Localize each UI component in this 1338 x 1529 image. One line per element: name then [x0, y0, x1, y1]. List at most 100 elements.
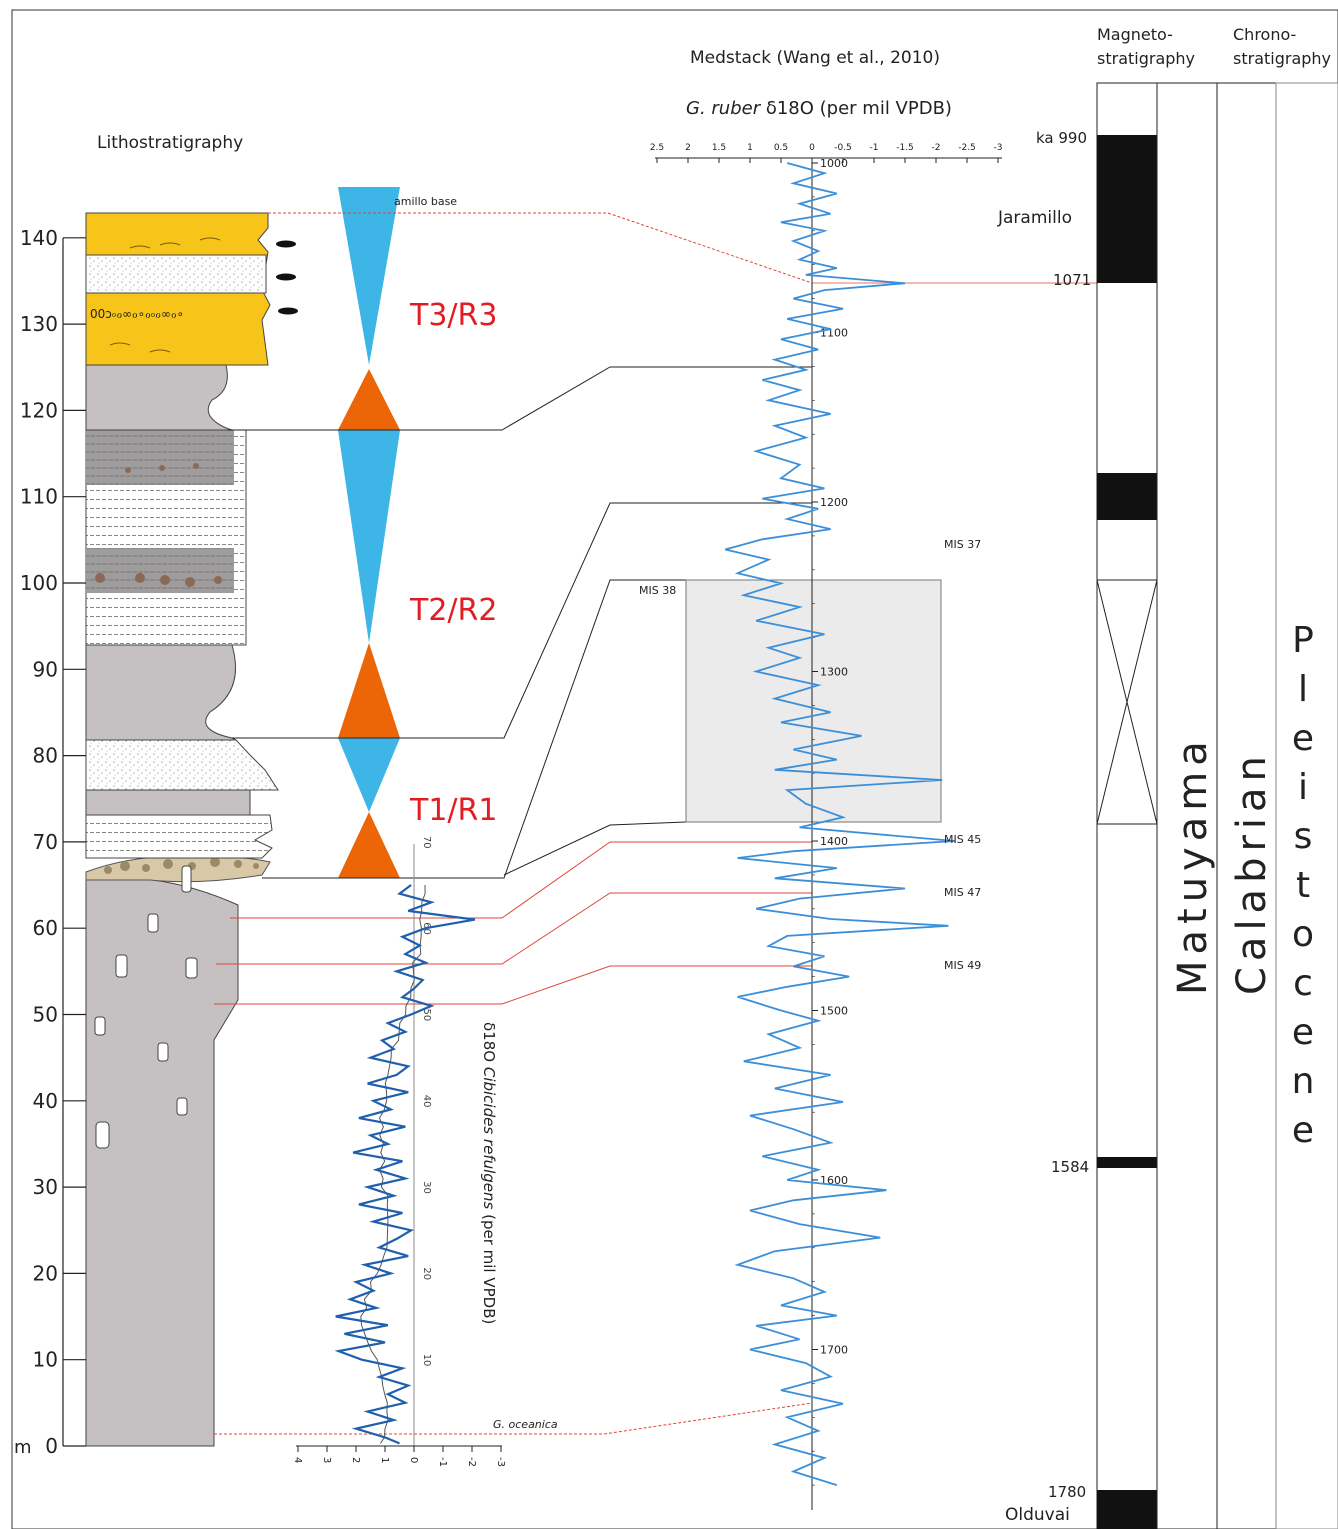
ruber-x-tick-label: -2.5	[958, 143, 976, 153]
depth-tick-label: 90	[33, 657, 58, 681]
depth-tick-label: 140	[20, 226, 58, 250]
gruber-title-rest: δ18O (per mil VPDB)	[760, 98, 952, 119]
regression-triangle-r1	[338, 812, 400, 878]
cross-bedding	[109, 237, 221, 353]
cib-value-tick-label: 3	[321, 1457, 332, 1463]
tie-line-mis49	[214, 965, 812, 1005]
depth-tick-label: 80	[33, 744, 58, 768]
depth-tick-label: 0	[45, 1434, 58, 1458]
nodule-icon	[276, 273, 296, 281]
age-label-1071: 1071	[1053, 271, 1091, 289]
ruber-x-tick-label: -3	[994, 143, 1003, 153]
tie-line-mis45	[230, 841, 812, 919]
epoch-letter: i	[1298, 767, 1308, 808]
age-label-ka990: ka 990	[1036, 129, 1087, 147]
dark-laminated-lower	[86, 548, 234, 593]
polarity-normal-jaramillo	[1097, 135, 1157, 283]
gray-upper-unit	[85, 364, 233, 431]
cib-depth-tick-label: 20	[421, 1267, 432, 1280]
nodule-icon	[276, 240, 296, 248]
chronostratigraphy-columns: Calabrian	[1216, 82, 1338, 1529]
depth-tick-label: 110	[20, 485, 58, 509]
depth-axis: m 0 10 20 30 40 50 60 70 80 90 100 110 120 130 140	[14, 226, 86, 1458]
depth-tick-label: 40	[33, 1089, 58, 1113]
figure-frame	[11, 9, 1338, 1529]
depth-tick-label: 10	[33, 1348, 58, 1372]
sand-bed	[85, 739, 279, 791]
gray-mud-unit	[85, 644, 237, 741]
sequence-label-t3r3: T3/R3	[409, 298, 497, 333]
epoch-letter: l	[1298, 669, 1308, 710]
cib-value-tick-label: 2	[350, 1457, 361, 1463]
fossil-tube-icon	[176, 1097, 188, 1116]
fossil-tube-icon	[147, 913, 159, 933]
depth-tick-label: 70	[33, 830, 58, 854]
jaramillo-base-label: amillo base	[394, 195, 457, 208]
depth-unit-label: m	[14, 1437, 32, 1458]
fossil-tube-icon	[181, 865, 192, 893]
cib-title-2: (per mil VPDB)	[480, 1209, 498, 1324]
cib-depth-tick-label: 40	[421, 1095, 432, 1108]
sequence-label-t2r2: T2/R2	[409, 593, 497, 628]
cib-depth-tick-label: 30	[421, 1181, 432, 1194]
cib-d18o-curve	[334, 884, 476, 1445]
magneto-title-1: Magneto-	[1097, 25, 1173, 44]
concretions	[95, 463, 222, 587]
depth-tick-label: 60	[33, 916, 58, 940]
ruber-x-tick-label: -0.5	[834, 143, 852, 153]
ruber-age-tick-label: 1400	[820, 835, 848, 848]
laminated-sand-bed	[85, 814, 273, 859]
fossil-tubes	[94, 913, 198, 1149]
mis47-label: MIS 47	[944, 886, 981, 899]
ruber-age-tick-label: 1300	[820, 666, 848, 679]
depth-tick-label: 130	[20, 312, 58, 336]
calabrian-label: Calabrian	[1229, 750, 1275, 995]
oolite-pattern: 00ↄ৹ℴ∞ℴ∘ℴ৹ℴ∞ℴ∘	[90, 307, 184, 321]
cib-title-1: δ18O	[480, 1022, 498, 1067]
stage-column	[1216, 82, 1277, 1529]
fossil-tube-icon	[185, 957, 198, 979]
magneto-title-2: stratigraphy	[1097, 49, 1195, 68]
epoch-letter: o	[1292, 914, 1314, 955]
cib-value-tick-label: 0	[408, 1457, 419, 1463]
ruber-x-tick-label: 0.5	[774, 143, 788, 153]
ruber-x-tick-label: -2	[932, 143, 941, 153]
ruber-x-tick-label: 2.5	[650, 143, 664, 153]
tie-line-sb-82	[232, 502, 812, 739]
epoch-letter: P	[1292, 620, 1314, 661]
depth-tick-label: 30	[33, 1175, 58, 1199]
epoch-letter: e	[1292, 718, 1314, 759]
olduvai-label: Olduvai	[1005, 1505, 1070, 1525]
ruber-x-tick-label: 0	[809, 143, 815, 153]
ruber-x-tick-label: 1	[747, 143, 753, 153]
depth-tick-label: 20	[33, 1261, 58, 1285]
ruber-age-tick-label: 1000	[820, 157, 848, 170]
mis38-interval-box	[685, 579, 942, 823]
gruber-title-italic: G. ruber	[686, 98, 762, 119]
transgression-triangle-t3	[338, 187, 400, 365]
ruber-age-tick-label: 1700	[820, 1344, 848, 1357]
white-interbed	[85, 254, 267, 294]
cib-depth-tick-label: 50	[421, 1009, 432, 1022]
mis45-label: MIS 45	[944, 833, 981, 846]
ruber-x-tick-label: 2	[685, 143, 691, 153]
epoch-letter: s	[1294, 816, 1313, 857]
sequence-triangles	[338, 187, 400, 878]
cib-value-tick-label: -3	[495, 1457, 506, 1467]
sequence-label-t1r1: T1/R1	[409, 793, 497, 828]
ruber-x-tick-label: -1	[870, 143, 879, 153]
mis38-label: MIS 38	[639, 584, 676, 597]
depth-tick-label: 120	[20, 398, 58, 422]
cib-value-tick-label: -2	[466, 1457, 477, 1467]
gray-interbed	[85, 789, 251, 816]
tie-line-mis47	[216, 892, 812, 965]
chrono-title-2: stratigraphy	[1233, 49, 1331, 68]
ruber-x-tick-label: -1.5	[896, 143, 914, 153]
polarity-normal-olduvai	[1097, 1490, 1157, 1529]
fossil-tube-icon	[157, 1042, 169, 1062]
pebbles	[104, 857, 259, 874]
cib-value-tick-label: 1	[379, 1457, 390, 1463]
